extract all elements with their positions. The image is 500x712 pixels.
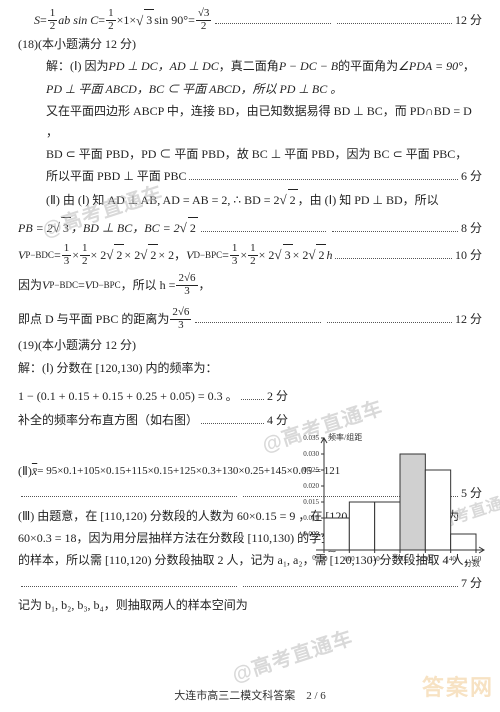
watermark: @高考直通车 bbox=[228, 621, 358, 692]
q18-I: 解：(Ⅰ) 因为 PD ⊥ DC，AD ⊥ DC，真二面角 P − DC − B… bbox=[18, 56, 482, 186]
frac: 12 bbox=[48, 8, 58, 32]
svg-text:110: 110 bbox=[370, 555, 381, 563]
svg-text:分数: 分数 bbox=[464, 558, 480, 568]
histogram-chart: 0.005 0.010 0.015 0.020 0.025 0.030 0.035 0 90 10… bbox=[286, 430, 486, 570]
q18-II-pb: PB = 2√3 ，BD ⊥ BC，BC = 2√2 8 分 bbox=[18, 217, 482, 239]
svg-text:0.010: 0.010 bbox=[303, 514, 319, 522]
svg-text:90: 90 bbox=[321, 555, 329, 563]
q18-heading: (18)(本小题满分 12 分) bbox=[18, 34, 482, 54]
q18-II-vol: VP−BDC = 13 × 12 × 2√2 × 2√2 × 2 ， VD−BP… bbox=[18, 243, 482, 267]
svg-text:140: 140 bbox=[445, 555, 456, 563]
svg-text:频率/组距: 频率/组距 bbox=[328, 432, 362, 442]
svg-text:120: 120 bbox=[395, 555, 406, 563]
q18-II-h: 因为 VP−BDC = VD−BPC ，所以 h = 2√63 ， bbox=[18, 273, 482, 297]
svg-text:0.005: 0.005 bbox=[303, 530, 319, 538]
q19-heading: (19)(本小题满分 12 分) bbox=[18, 335, 482, 355]
svg-text:0.025: 0.025 bbox=[303, 466, 319, 474]
q18-II-conclusion: 即点 D 与平面 PBC 的距离为 2√63 12 分 bbox=[18, 307, 482, 331]
svg-text:130: 130 bbox=[420, 555, 431, 563]
svg-text:0: 0 bbox=[312, 554, 316, 562]
page-footer: 大连市高三二模文科答案 2 / 6 bbox=[0, 687, 500, 706]
svg-text:0.030: 0.030 bbox=[303, 450, 319, 458]
svg-text:0.015: 0.015 bbox=[303, 498, 319, 506]
q19-I: 解：(Ⅰ) 分数在 [120,130) 内的频率为： 1 − (0.1 + 0.… bbox=[18, 358, 288, 431]
svg-text:0.035: 0.035 bbox=[303, 434, 319, 442]
q18-II: (Ⅱ) 由 (Ⅰ) 知 AD ⊥ AB, AD = AB = 2, ∴ BD =… bbox=[18, 189, 482, 211]
svg-text:100: 100 bbox=[344, 555, 355, 563]
score: 12 分 bbox=[455, 10, 482, 30]
dot-leader bbox=[215, 16, 330, 23]
svg-text:0.020: 0.020 bbox=[303, 482, 319, 490]
eq-line-17: S = 12 ab sin C = 12 ×1× √3 sin 90° = √3… bbox=[18, 8, 482, 32]
